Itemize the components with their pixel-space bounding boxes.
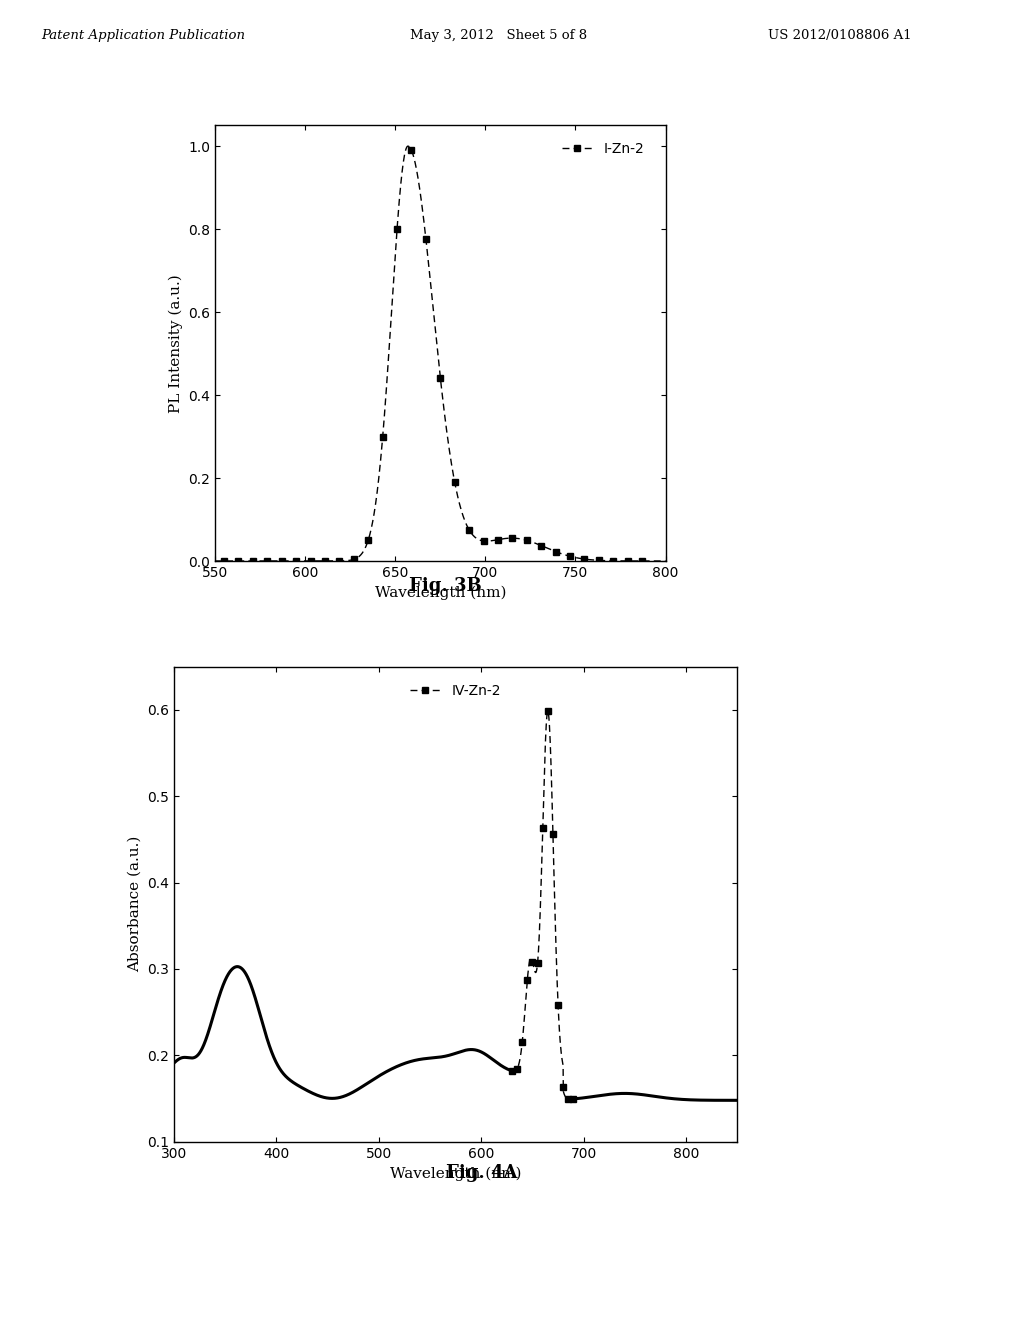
Text: Fig. 4A: Fig. 4A xyxy=(445,1164,517,1183)
Y-axis label: Absorbance (a.u.): Absorbance (a.u.) xyxy=(128,836,141,973)
X-axis label: Wavelength (nm): Wavelength (nm) xyxy=(375,585,506,599)
Text: Fig. 3B: Fig. 3B xyxy=(409,577,482,595)
Text: Patent Application Publication: Patent Application Publication xyxy=(41,29,245,42)
Legend: I-Zn-2: I-Zn-2 xyxy=(556,137,649,162)
Text: US 2012/0108806 A1: US 2012/0108806 A1 xyxy=(768,29,911,42)
Text: May 3, 2012   Sheet 5 of 8: May 3, 2012 Sheet 5 of 8 xyxy=(410,29,587,42)
Legend: IV-Zn-2: IV-Zn-2 xyxy=(404,678,507,704)
Y-axis label: PL Intensity (a.u.): PL Intensity (a.u.) xyxy=(168,273,182,413)
X-axis label: Wavelength (nm): Wavelength (nm) xyxy=(390,1166,521,1180)
